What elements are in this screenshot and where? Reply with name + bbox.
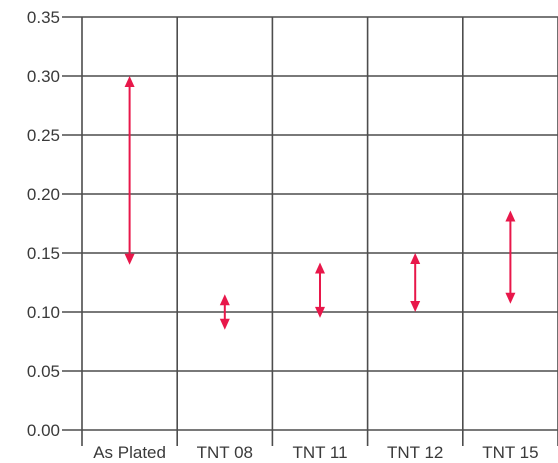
range-arrow-up xyxy=(124,76,135,87)
y-tick-label: 0.00 xyxy=(27,421,60,440)
y-axis-tick-labels: 0.00 0.05 0.10 0.15 0.20 0.25 0.30 0.35 xyxy=(27,8,60,440)
y-tick-label: 0.05 xyxy=(27,362,60,381)
range-markers xyxy=(124,76,516,330)
x-tick-label: As Plated xyxy=(93,443,166,462)
range-arrow-up xyxy=(410,253,421,264)
range-arrow-up xyxy=(315,262,325,274)
y-tick-label: 0.35 xyxy=(27,8,60,27)
range-arrow-down xyxy=(219,318,230,330)
x-tick-label: TNT 15 xyxy=(482,443,538,462)
y-tick-label: 0.25 xyxy=(27,126,60,145)
x-tick-label: TNT 11 xyxy=(292,443,347,462)
range-arrow-down xyxy=(410,301,421,312)
range-marker xyxy=(219,294,230,330)
y-tick-label: 0.15 xyxy=(27,244,60,263)
x-axis-category-labels: As Plated TNT 08 TNT 11 TNT 12 TNT 15 xyxy=(93,443,538,462)
range-marker xyxy=(315,262,325,318)
range-marker xyxy=(124,76,135,265)
range-arrow-up xyxy=(505,210,516,222)
y-tick-label: 0.10 xyxy=(27,303,60,322)
range-arrow-down xyxy=(505,292,516,304)
x-tick-label: TNT 08 xyxy=(197,443,253,462)
range-arrow-down xyxy=(315,306,325,318)
grid xyxy=(62,16,558,446)
x-tick-label: TNT 12 xyxy=(387,443,443,462)
range-arrow-up xyxy=(219,294,230,306)
range-marker xyxy=(505,210,516,304)
range-marker xyxy=(410,253,421,312)
y-tick-label: 0.30 xyxy=(27,67,60,86)
range-arrow-down xyxy=(124,253,135,265)
y-tick-label: 0.20 xyxy=(27,185,60,204)
